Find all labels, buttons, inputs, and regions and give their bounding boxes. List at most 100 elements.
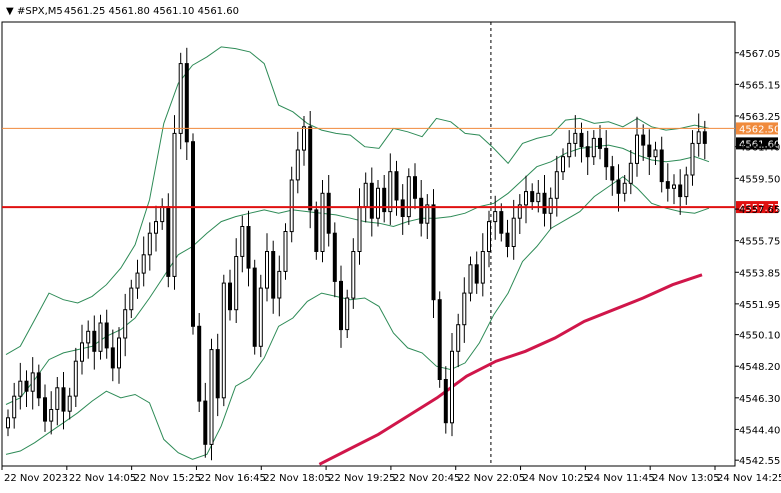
candle-body[interactable] <box>573 132 578 144</box>
candle-body[interactable] <box>43 397 47 422</box>
candle-body[interactable] <box>49 409 54 422</box>
candle-body[interactable] <box>135 272 140 289</box>
candle-body[interactable] <box>678 184 683 198</box>
candle-body[interactable] <box>554 171 559 199</box>
candle-body[interactable] <box>413 176 417 199</box>
candle-body[interactable] <box>493 211 498 223</box>
candle-body[interactable] <box>98 322 103 352</box>
candle-body[interactable] <box>289 179 294 233</box>
candle-body[interactable] <box>252 267 257 347</box>
candle-body[interactable] <box>351 251 356 299</box>
candle-body[interactable] <box>320 192 325 253</box>
candle-body[interactable] <box>369 182 374 219</box>
candle-body[interactable] <box>141 254 146 274</box>
candle-body[interactable] <box>357 206 362 253</box>
candle-body[interactable] <box>277 270 282 299</box>
candle-body[interactable] <box>271 251 276 299</box>
candle-body[interactable] <box>425 204 430 224</box>
candle-body[interactable] <box>86 330 91 344</box>
candle-body[interactable] <box>258 287 263 347</box>
candle-body[interactable] <box>567 142 572 158</box>
candle-body[interactable] <box>696 131 701 144</box>
candle-body[interactable] <box>221 282 226 399</box>
candle-body[interactable] <box>431 204 436 301</box>
candle-body[interactable] <box>382 187 387 213</box>
candle-body[interactable] <box>283 231 288 272</box>
candle-body[interactable] <box>191 141 195 327</box>
candle-body[interactable] <box>234 256 239 311</box>
candle-body[interactable] <box>406 176 411 218</box>
candle-body[interactable] <box>178 63 183 134</box>
candle-body[interactable] <box>388 171 393 213</box>
candle-body[interactable] <box>197 325 202 402</box>
candle-body[interactable] <box>499 211 504 234</box>
candle-body[interactable] <box>610 166 615 181</box>
candle-body[interactable] <box>30 372 35 392</box>
candle-body[interactable] <box>456 324 461 352</box>
candle-body[interactable] <box>129 287 134 311</box>
candle-body[interactable] <box>690 142 695 176</box>
candle-body[interactable] <box>653 149 658 158</box>
candle-body[interactable] <box>363 182 368 208</box>
candle-body[interactable] <box>73 360 78 397</box>
candle-body[interactable] <box>536 192 541 203</box>
candle-body[interactable] <box>203 400 208 445</box>
candle-body[interactable] <box>635 134 639 164</box>
candle-body[interactable] <box>702 131 707 144</box>
collapse-arrow-icon[interactable]: ▼ <box>6 6 14 17</box>
candle-body[interactable] <box>345 297 350 331</box>
candle-body[interactable] <box>616 179 621 194</box>
candle-body[interactable] <box>18 380 23 397</box>
candle-body[interactable] <box>548 197 553 214</box>
candle-body[interactable] <box>665 181 670 189</box>
candle-body[interactable] <box>314 209 319 252</box>
candle-body[interactable] <box>265 251 269 289</box>
candle-body[interactable] <box>622 182 627 194</box>
candle-body[interactable] <box>468 264 473 294</box>
candle-body[interactable] <box>215 349 220 399</box>
candle-body[interactable] <box>604 147 609 168</box>
candle-body[interactable] <box>480 251 485 284</box>
candle-body[interactable] <box>647 144 652 158</box>
candle-body[interactable] <box>530 191 535 203</box>
candle-body[interactable] <box>462 292 467 326</box>
candle-body[interactable] <box>228 282 232 311</box>
candle-body[interactable] <box>104 322 109 349</box>
candle-body[interactable] <box>154 221 158 234</box>
candle-body[interactable] <box>147 232 152 256</box>
candle-body[interactable] <box>332 232 337 282</box>
candle-body[interactable] <box>443 379 448 424</box>
candle-body[interactable] <box>628 162 633 184</box>
candle-body[interactable] <box>166 206 171 277</box>
candle-body[interactable] <box>339 280 343 331</box>
candle-body[interactable] <box>585 146 590 158</box>
candle-body[interactable] <box>591 137 596 158</box>
candle-body[interactable] <box>123 309 128 339</box>
candle-body[interactable] <box>641 134 646 146</box>
candle-body[interactable] <box>672 184 676 189</box>
candle-body[interactable] <box>24 380 29 392</box>
candle-body[interactable] <box>487 221 491 253</box>
candle-body[interactable] <box>684 174 689 198</box>
candle-body[interactable] <box>80 342 84 362</box>
candle-body[interactable] <box>55 387 60 410</box>
candle-body[interactable] <box>110 347 115 369</box>
candle-body[interactable] <box>511 217 516 247</box>
candle-body[interactable] <box>6 417 10 429</box>
candle-body[interactable] <box>505 232 510 247</box>
candle-body[interactable] <box>517 204 522 219</box>
candle-body[interactable] <box>400 199 405 217</box>
candle-body[interactable] <box>92 330 97 352</box>
candle-body[interactable] <box>246 226 251 269</box>
candle-body[interactable] <box>579 132 584 148</box>
candle-body[interactable] <box>450 350 454 424</box>
candle-body[interactable] <box>117 337 121 369</box>
candle-body[interactable] <box>12 395 17 419</box>
candle-body[interactable] <box>326 192 331 234</box>
candle-body[interactable] <box>659 149 664 183</box>
candle-body[interactable] <box>240 226 245 257</box>
candle-body[interactable] <box>419 197 424 224</box>
candle-body[interactable] <box>209 349 214 445</box>
